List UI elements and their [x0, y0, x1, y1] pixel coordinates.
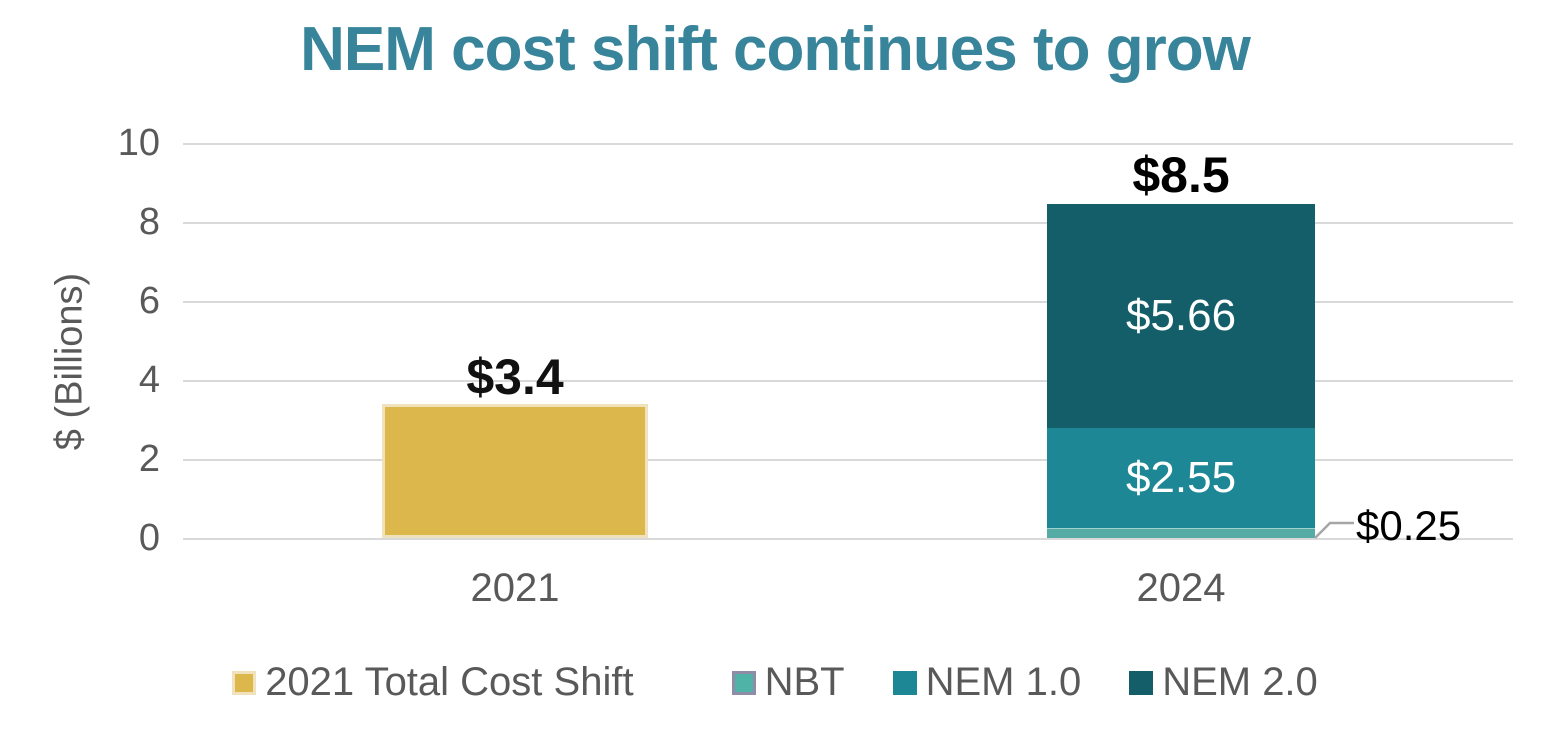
y-tick-2: 2 — [138, 438, 160, 480]
bar-segment-nbt — [1047, 528, 1315, 538]
y-tick-8: 8 — [138, 201, 160, 243]
legend-label: NEM 2.0 — [1162, 660, 1318, 704]
data-label-nbt: $0.25 — [1356, 502, 1462, 549]
x-label-2024: 2024 — [1136, 566, 1226, 610]
bar-segment-nem-2-0: $5.66 — [1047, 204, 1315, 428]
data-label-total-2024: $8.5 — [1132, 147, 1230, 203]
y-axis-title: $ (Billions) — [48, 272, 91, 451]
legend-item-2021-total-cost-shift: 2021 Total Cost Shift — [232, 660, 634, 705]
legend-swatch-gold-icon — [232, 670, 257, 695]
gridline-10 — [183, 143, 1513, 145]
gridline-4 — [183, 380, 1513, 382]
legend: 2021 Total Cost Shift NBT NEM 1.0 NEM 2.… — [0, 660, 1550, 705]
legend-item-nbt: NBT — [731, 660, 845, 705]
y-tick-10: 10 — [117, 122, 160, 164]
gridline-2 — [183, 459, 1513, 461]
legend-label: 2021 Total Cost Shift — [265, 660, 634, 704]
legend-item-nem-2-0: NEM 2.0 — [1129, 660, 1318, 705]
y-tick-6: 6 — [138, 280, 160, 322]
bar-segment-nem-1-0: $2.55 — [1047, 428, 1315, 528]
y-tick-4: 4 — [138, 359, 160, 401]
gridline-6 — [183, 301, 1513, 303]
bar-2021-total-cost-shift — [382, 404, 648, 538]
legend-label: NBT — [764, 660, 845, 704]
nbt-leader-line — [1314, 521, 1354, 539]
legend-label: NEM 1.0 — [925, 660, 1082, 704]
chart-title: NEM cost shift continues to grow — [300, 15, 1251, 84]
gridline-8 — [183, 222, 1513, 224]
legend-swatch-nem2-icon — [1129, 670, 1154, 695]
legend-swatch-nbt-icon — [731, 670, 756, 695]
data-label-total-2021: $3.4 — [466, 349, 564, 405]
x-label-2021: 2021 — [470, 566, 560, 610]
legend-swatch-nem1-icon — [892, 670, 917, 695]
legend-item-nem-1-0: NEM 1.0 — [892, 660, 1082, 705]
data-label-nem-1-0: $2.55 — [1125, 453, 1237, 502]
data-label-nem-2-0: $5.66 — [1125, 291, 1237, 340]
gridline-0-baseline — [183, 538, 1513, 540]
y-tick-0: 0 — [138, 517, 160, 559]
